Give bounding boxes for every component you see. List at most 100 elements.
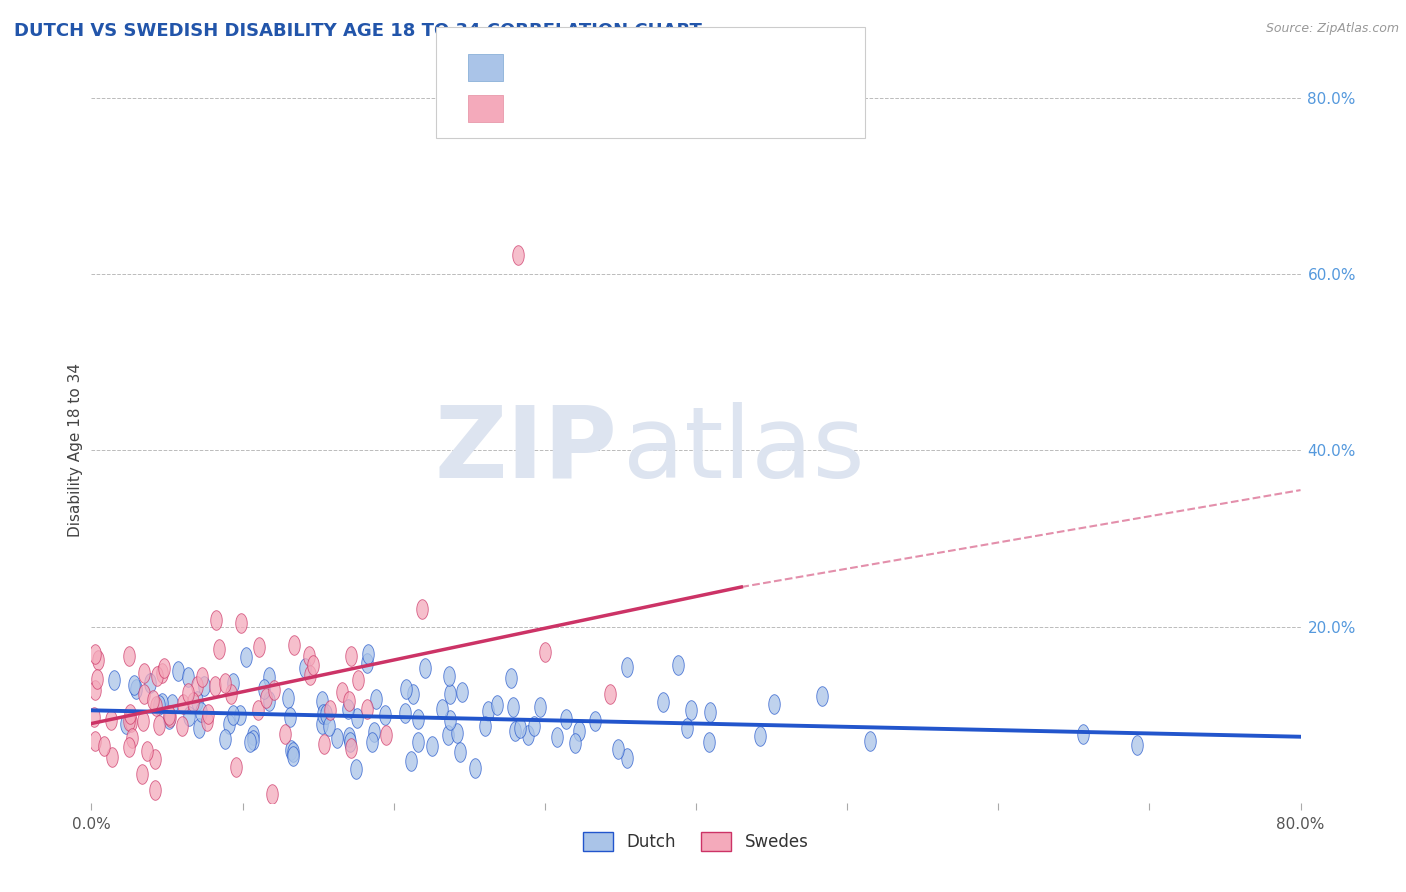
Point — [394, 706, 416, 721]
Point — [762, 698, 785, 712]
Text: N =: N = — [637, 58, 685, 76]
Point — [222, 707, 245, 722]
Point — [346, 710, 368, 724]
Point — [100, 713, 122, 727]
Point — [229, 707, 252, 722]
Point — [229, 616, 252, 631]
Point — [153, 661, 176, 675]
Point — [439, 713, 461, 727]
Point — [132, 666, 155, 681]
Point — [699, 705, 721, 719]
Point — [283, 745, 305, 759]
Point — [143, 752, 166, 766]
Point — [339, 730, 361, 744]
Point — [239, 735, 262, 749]
Point — [464, 761, 486, 775]
Point — [190, 705, 212, 719]
Point — [136, 744, 159, 758]
Point — [83, 683, 105, 698]
Point — [516, 728, 538, 742]
Point — [254, 690, 277, 705]
Point — [120, 715, 142, 730]
Point — [340, 741, 363, 756]
Point — [311, 716, 333, 731]
Point — [564, 735, 586, 749]
Point — [406, 735, 429, 749]
Point — [363, 725, 385, 739]
Point — [330, 685, 353, 699]
Text: R =: R = — [517, 58, 554, 76]
Text: atlas: atlas — [623, 402, 865, 499]
Point — [122, 678, 145, 692]
Point — [101, 750, 124, 764]
Point — [315, 707, 337, 722]
Point — [214, 731, 236, 746]
Point — [312, 706, 335, 721]
Point — [157, 712, 180, 726]
Point — [83, 733, 105, 747]
Point — [319, 702, 342, 716]
Point — [411, 602, 433, 616]
Text: R =: R = — [517, 99, 554, 117]
Point — [132, 714, 155, 728]
Point — [477, 705, 499, 719]
Point — [278, 710, 301, 724]
Point — [145, 698, 167, 713]
Point — [336, 702, 359, 716]
Point — [446, 726, 468, 740]
Point — [257, 670, 280, 684]
Point — [326, 731, 349, 745]
Point — [1126, 738, 1149, 752]
Point — [374, 729, 396, 743]
Point — [546, 730, 568, 744]
Point — [218, 717, 240, 731]
Point — [172, 719, 194, 733]
Point — [221, 687, 243, 701]
Point — [146, 669, 169, 683]
Point — [143, 783, 166, 797]
Point — [437, 669, 460, 683]
Point — [148, 717, 170, 731]
Point — [294, 661, 316, 675]
Point — [177, 709, 200, 723]
Point — [312, 737, 335, 751]
Point — [810, 690, 832, 704]
Point — [311, 694, 333, 708]
Point — [395, 681, 418, 696]
Point — [172, 697, 194, 711]
Point — [675, 722, 697, 736]
Point — [186, 679, 208, 693]
Point — [222, 676, 245, 690]
Point — [413, 661, 436, 675]
Point — [204, 680, 226, 694]
Point — [298, 648, 321, 663]
Point — [86, 672, 108, 686]
Point — [606, 741, 628, 756]
Point — [652, 694, 675, 708]
Point — [193, 679, 215, 693]
Text: ZIP: ZIP — [434, 402, 617, 499]
Text: N =: N = — [637, 99, 685, 117]
Point — [344, 762, 367, 776]
Point — [449, 745, 471, 759]
Point — [131, 767, 153, 781]
Point — [162, 697, 184, 711]
Point — [134, 687, 156, 701]
Point — [666, 657, 689, 672]
Point — [337, 694, 360, 708]
Point — [302, 657, 325, 672]
Point — [501, 671, 523, 685]
Point — [280, 743, 302, 757]
Point — [347, 673, 370, 687]
Point — [681, 703, 703, 717]
Point — [253, 681, 276, 696]
Point — [139, 675, 162, 690]
Point — [361, 735, 384, 749]
Point — [450, 685, 472, 699]
Point — [115, 716, 138, 731]
Point — [299, 668, 322, 682]
Point — [188, 721, 211, 735]
Point — [247, 703, 270, 717]
Point — [859, 734, 882, 748]
Point — [214, 676, 236, 690]
